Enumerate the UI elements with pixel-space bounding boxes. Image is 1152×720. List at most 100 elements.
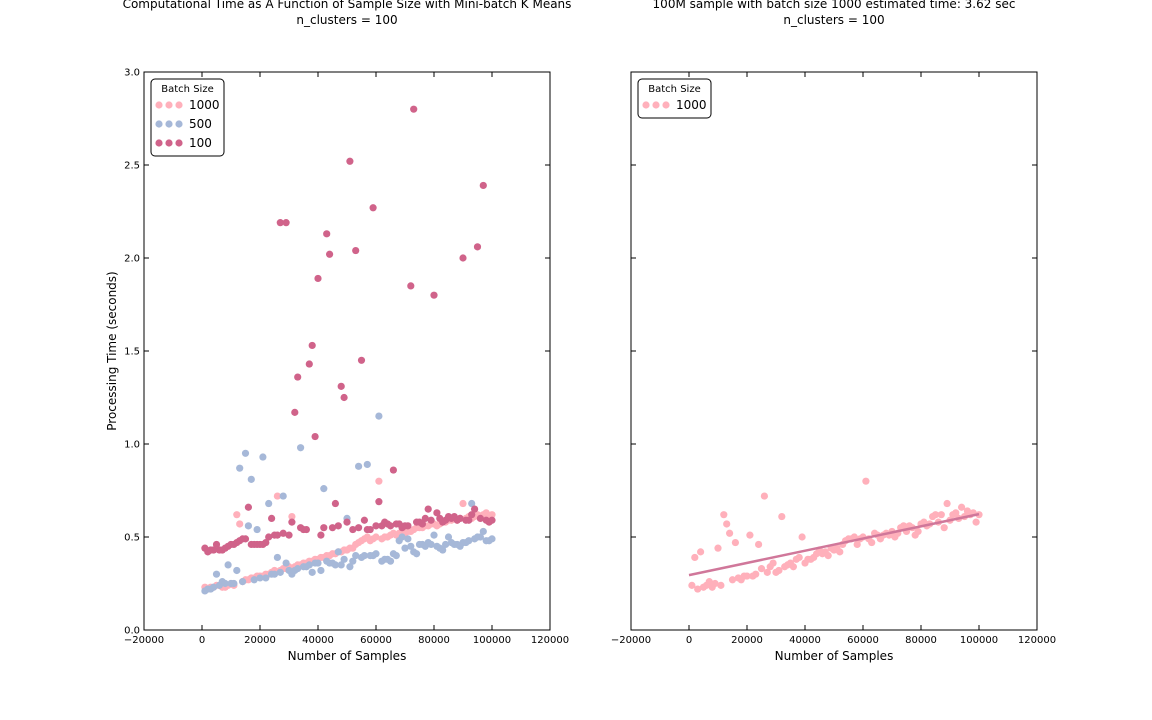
data-point-100 — [340, 393, 348, 402]
data-point-100 — [268, 514, 276, 523]
data-point-1000 — [931, 511, 940, 519]
data-point-100 — [476, 514, 484, 523]
x-tick-label: 0 — [686, 635, 692, 646]
data-point-500 — [352, 552, 360, 560]
data-point-100 — [334, 522, 342, 530]
x-tick-label: 20000 — [244, 635, 276, 646]
legend-marker — [155, 120, 163, 128]
data-point-500 — [259, 453, 267, 461]
data-point-100 — [456, 514, 464, 523]
data-point-500 — [334, 548, 342, 556]
data-point-500 — [294, 565, 302, 573]
legend: Batch Size 1000 500 100 — [150, 78, 225, 157]
y-tick-label: 0.0 — [124, 626, 140, 637]
data-point-100 — [314, 274, 322, 283]
data-point-100 — [357, 356, 366, 364]
data-point-500 — [375, 412, 383, 420]
legend-marker — [662, 101, 670, 109]
x-tick-label: 100000 — [960, 635, 998, 646]
data-point-100 — [433, 509, 441, 517]
data-point-100 — [360, 516, 368, 524]
data-point-500 — [392, 552, 400, 560]
data-point-100 — [317, 531, 325, 539]
data-point-100 — [288, 518, 296, 526]
data-point-1000 — [824, 552, 832, 560]
data-point-1000 — [372, 533, 380, 541]
legend-label: 1000 — [189, 98, 220, 112]
y-tick-label: 1.5 — [124, 347, 140, 358]
data-point-500 — [247, 475, 255, 483]
data-point-500 — [250, 576, 258, 584]
data-point-1000 — [958, 503, 966, 511]
data-point-100 — [331, 499, 339, 508]
left-chart-panel: Computational Time as A Function of Samp… — [105, 0, 571, 663]
data-point-500 — [401, 544, 409, 552]
data-point-1000 — [459, 499, 467, 508]
data-point-1000 — [853, 540, 861, 549]
x-tick-label: 80000 — [418, 635, 450, 646]
data-point-500 — [262, 574, 270, 582]
data-point-100 — [291, 408, 299, 416]
data-point-500 — [241, 449, 250, 457]
data-point-1000 — [705, 578, 713, 586]
data-point-500 — [407, 542, 415, 550]
legend-marker — [175, 139, 183, 147]
x-tick-label: 60000 — [360, 635, 392, 646]
legend-label: 1000 — [676, 98, 707, 112]
data-point-1000 — [900, 522, 908, 530]
y-tick-label: 1.0 — [124, 440, 140, 451]
data-point-100 — [302, 525, 310, 534]
data-point-1000 — [717, 581, 725, 589]
data-point-1000 — [743, 572, 751, 580]
data-point-100 — [262, 538, 270, 547]
data-point-1000 — [798, 533, 806, 541]
data-point-100 — [386, 522, 395, 530]
data-point-500 — [439, 546, 447, 554]
legend-marker — [165, 120, 173, 128]
chart-title-line: n_clusters = 100 — [783, 13, 884, 27]
data-point-500 — [317, 566, 325, 575]
data-point-500 — [468, 499, 476, 508]
right-chart-panel: Fitted with polynomial degree = 1100M sa… — [611, 0, 1056, 663]
legend-label: 500 — [189, 117, 212, 131]
data-point-500 — [346, 563, 354, 571]
data-point-1000 — [943, 499, 951, 508]
data-point-500 — [282, 559, 290, 567]
data-point-500 — [210, 583, 218, 591]
data-point-100 — [421, 514, 429, 523]
data-point-1000 — [723, 520, 731, 528]
x-tick-label: 40000 — [789, 635, 821, 646]
data-point-1000 — [763, 568, 771, 576]
data-point-500 — [273, 553, 281, 562]
x-axis-label: Number of Samples — [288, 649, 407, 663]
data-point-100 — [294, 373, 302, 381]
data-point-100 — [279, 529, 287, 537]
data-point-1000 — [488, 511, 496, 519]
data-point-100 — [471, 505, 479, 513]
data-point-500 — [442, 540, 450, 549]
data-point-1000 — [868, 538, 876, 547]
data-point-500 — [465, 537, 473, 545]
data-point-500 — [427, 540, 435, 549]
data-point-500 — [265, 499, 273, 508]
data-point-1000 — [697, 548, 705, 556]
data-point-100 — [311, 432, 319, 441]
data-point-100 — [479, 181, 487, 190]
data-point-500 — [239, 578, 247, 586]
data-point-1000 — [746, 531, 754, 539]
data-point-1000 — [752, 570, 760, 578]
data-point-100 — [473, 243, 482, 251]
data-point-500 — [340, 555, 348, 563]
x-tick-label: 60000 — [847, 635, 879, 646]
data-point-100 — [323, 230, 331, 238]
chart-title-line: n_clusters = 100 — [296, 13, 397, 27]
chart-title-line: Computational Time as A Function of Samp… — [123, 0, 572, 11]
data-point-100 — [276, 219, 284, 227]
data-point-100 — [265, 533, 273, 541]
legend-marker — [175, 101, 183, 109]
data-point-100 — [305, 360, 313, 368]
data-point-500 — [276, 568, 284, 576]
data-point-1000 — [714, 544, 722, 552]
x-tick-label: 20000 — [731, 635, 763, 646]
